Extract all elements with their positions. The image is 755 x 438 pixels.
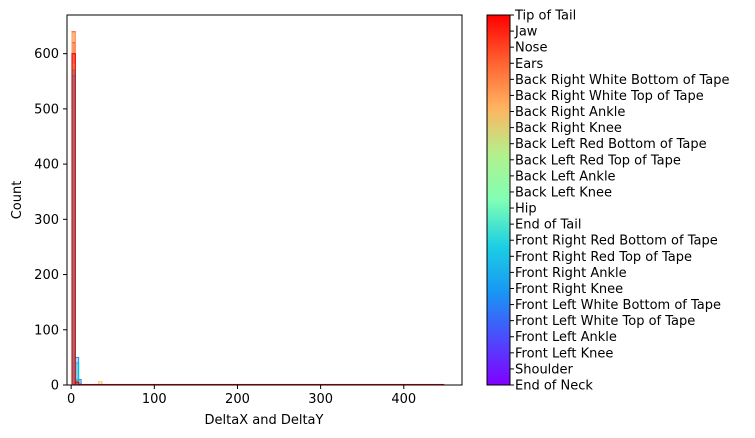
y-axis: 0 100 200 300 400 500 600: [34, 47, 67, 394]
x-tick-label: 400: [391, 392, 416, 407]
colorbar-label: Back Right Ankle: [515, 105, 625, 120]
x-tick-label: 200: [225, 392, 250, 407]
plot-frame: [66, 14, 463, 386]
colorbar-label: Shoulder: [515, 362, 574, 377]
colorbar-label: Back Left Red Bottom of Tape: [515, 137, 707, 152]
colorbar-label: Ears: [515, 57, 544, 72]
colorbar-label: Front Left White Bottom of Tape: [515, 298, 721, 313]
y-tick-label: 0: [51, 379, 59, 394]
x-axis-label: DeltaX and DeltaY: [205, 413, 324, 428]
colorbar-label: Back Left Knee: [515, 185, 612, 200]
y-tick-label: 200: [34, 268, 59, 283]
histogram-bars: [71, 31, 445, 386]
y-tick-label: 500: [34, 102, 59, 117]
colorbar-label: Back Right Knee: [515, 121, 622, 136]
y-tick-label: 400: [34, 158, 59, 173]
x-axis: 0 100 200 300 400: [67, 385, 416, 407]
colorbar-label: Front Right Ankle: [515, 266, 627, 281]
colorbar-label: Front Left White Top of Tape: [515, 314, 695, 329]
x-tick-label: 300: [308, 392, 333, 407]
colorbar-label: Front Left Knee: [515, 346, 613, 361]
colorbar-label: Tip of Tail: [514, 9, 576, 24]
y-tick-label: 300: [34, 213, 59, 228]
colorbar-label: Front Right Red Bottom of Tape: [515, 234, 718, 249]
y-tick-label: 600: [34, 47, 59, 62]
colorbar-label: Back Left Red Top of Tape: [515, 153, 681, 168]
histogram-bar-6-0: [71, 53, 76, 386]
colorbar-label: Hip: [515, 202, 537, 217]
colorbar-label: Front Right Red Top of Tape: [515, 250, 692, 265]
colorbar-label: End of Neck: [515, 379, 593, 394]
colorbar-label: Nose: [515, 41, 547, 56]
colorbar-label: Jaw: [514, 25, 538, 40]
colorbar-label: End of Tail: [515, 218, 581, 233]
colorbar-label: Back Right White Top of Tape: [515, 89, 704, 104]
colorbar-label: Back Right White Bottom of Tape: [515, 73, 729, 88]
x-tick-label: 100: [142, 392, 167, 407]
x-tick-label: 0: [67, 392, 75, 407]
colorbar-label: Front Right Knee: [515, 282, 623, 297]
colorbar-label: Back Left Ankle: [515, 169, 616, 184]
y-tick-label: 100: [34, 323, 59, 338]
colorbar-label: Front Left Ankle: [515, 330, 617, 345]
colorbar: [486, 14, 511, 386]
y-axis-label: Count: [10, 181, 25, 220]
